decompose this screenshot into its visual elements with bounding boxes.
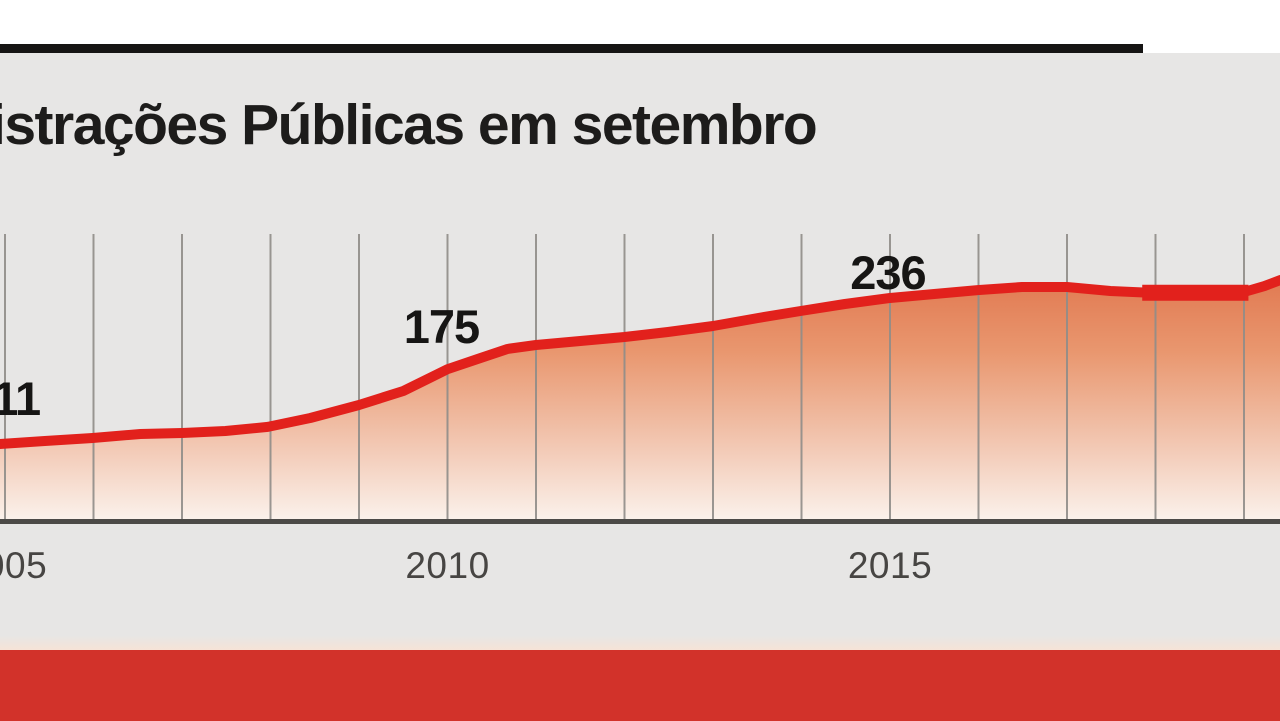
banner-fade [0,636,1280,650]
x-tick-label: 2005 [0,545,48,586]
x-tick-label: 2010 [405,545,490,586]
newspaper-banner: CORREIO da manhã [0,650,1280,721]
value-annotation: 175 [403,300,480,354]
x-tick-label: 2015 [847,545,933,586]
top-rule [0,44,1143,53]
value-annotation: 111 [0,372,41,425]
chart-title: istrações Públicas em setembro [0,93,818,157]
value-annotation: 236 [850,246,926,299]
